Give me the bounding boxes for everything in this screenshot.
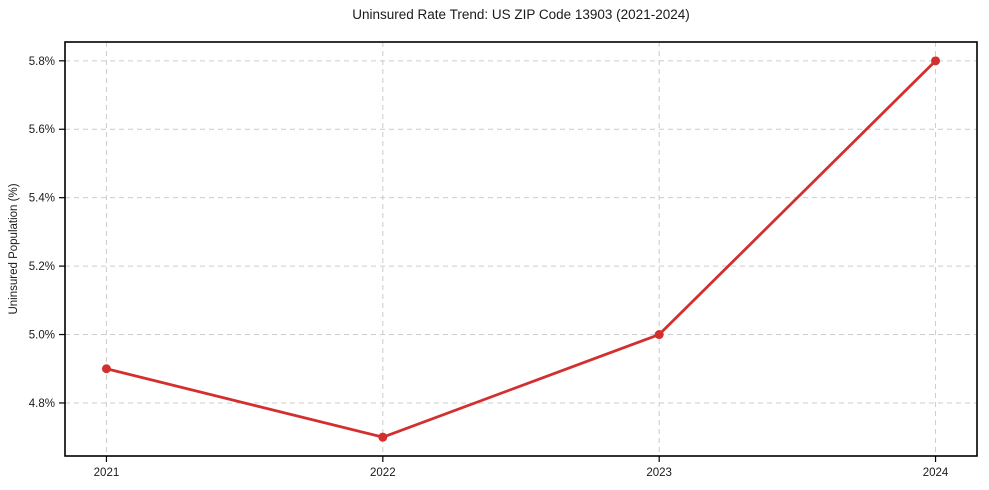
data-point-marker: [101, 364, 111, 374]
y-tick-label: 5.4%: [29, 193, 55, 205]
x-tick-label: 2024: [923, 467, 949, 479]
data-point-marker: [378, 432, 388, 442]
axes-spines: [64, 41, 978, 457]
y-tick-label: 5.2%: [29, 261, 55, 273]
x-tick-label: 2022: [370, 467, 396, 479]
trend-line: [105, 59, 937, 439]
chart-title: Uninsured Rate Trend: US ZIP Code 13903 …: [352, 7, 690, 22]
y-tick-label: 4.8%: [29, 398, 55, 410]
x-tick-label: 2021: [94, 467, 120, 479]
data-point-marker: [931, 56, 941, 66]
y-tick-label: 5.8%: [29, 56, 55, 68]
y-tick-label: 5.6%: [29, 124, 55, 136]
x-tick-label: 2023: [646, 467, 672, 479]
data-point-marker: [654, 330, 664, 340]
y-tick-label: 5.0%: [29, 330, 55, 342]
